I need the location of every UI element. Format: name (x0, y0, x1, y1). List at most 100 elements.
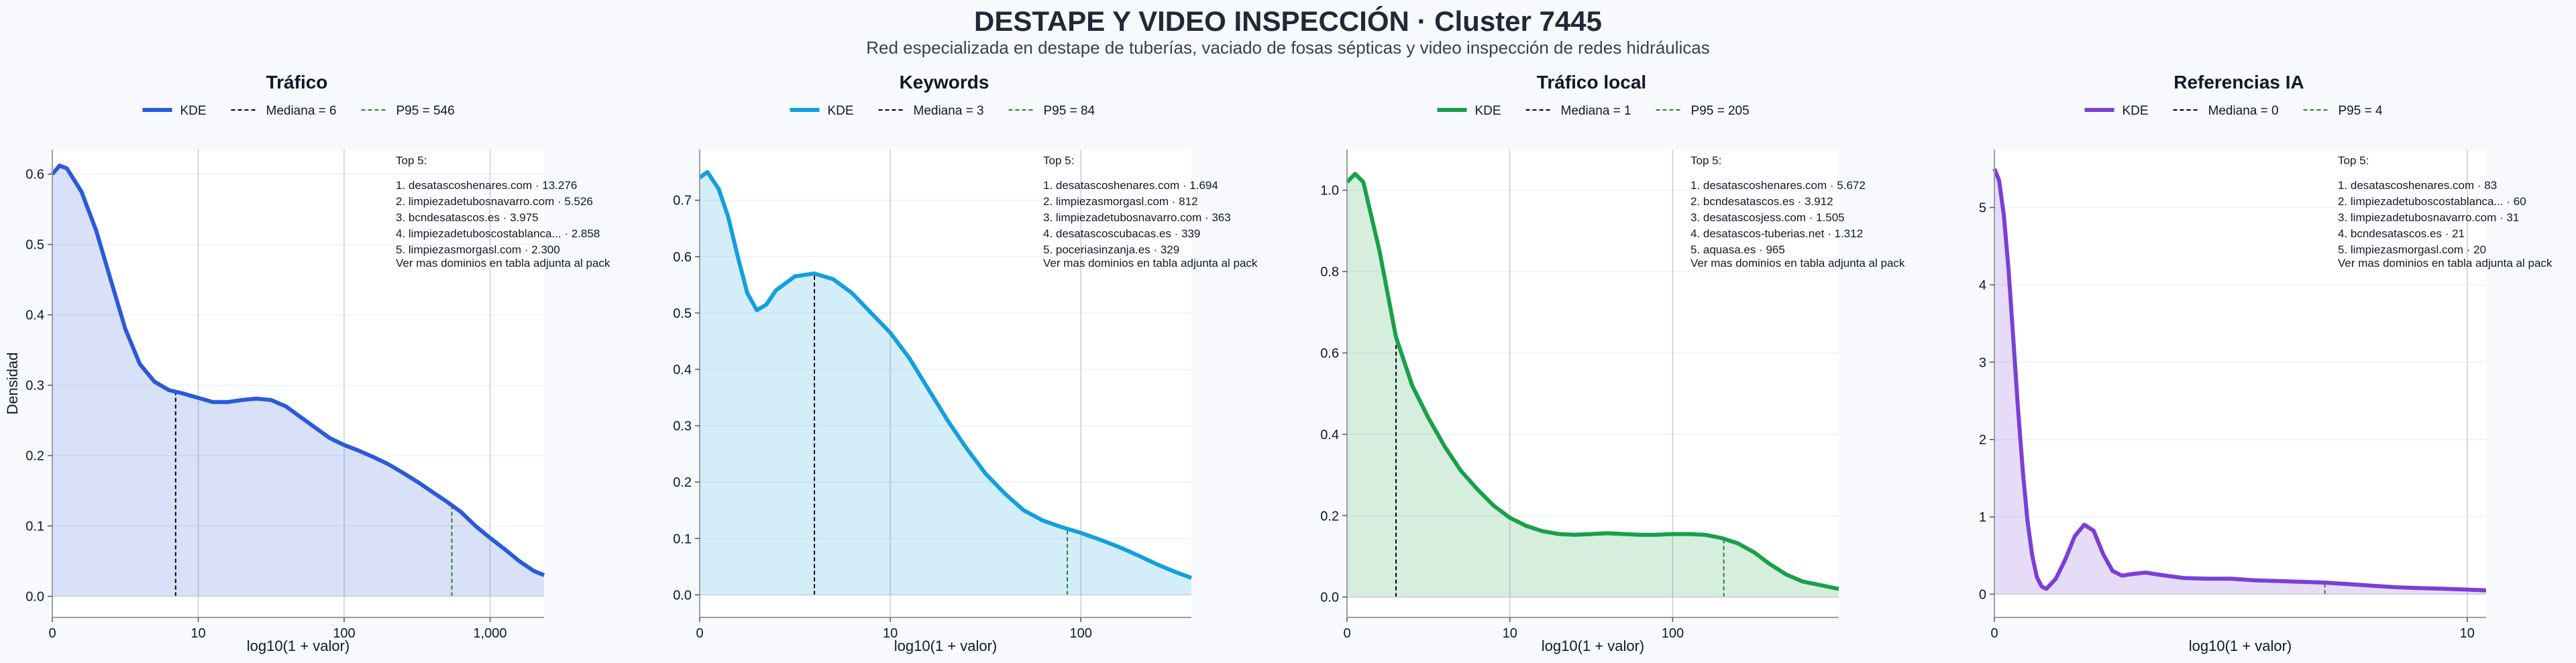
top5-item: 2. limpiezasmorgasl.com · 812 (1043, 195, 1198, 208)
x-tick-label: 100 (1662, 626, 1684, 641)
top5-annotation: Top 5: 1. desatascoshenares.com · 83 2. li… (2338, 154, 2553, 269)
top5-item: 3. limpiezadetubosnavarro.com · 31 (2338, 211, 2519, 224)
x-tick-label: 0 (1343, 626, 1350, 641)
plot-area (1347, 149, 1839, 617)
top5-item: 1. desatascoshenares.com · 1.694 (1043, 179, 1218, 192)
x-tick-label: 100 (333, 626, 355, 641)
top5-item: 4. limpiezadetuboscostablanca... · 2.858 (396, 227, 600, 240)
top5-header: Top 5: (1690, 154, 1721, 167)
legend: KDE Mediana = 3 P95 = 84 (790, 104, 1095, 118)
legend-kde-label: KDE (180, 104, 207, 118)
top5-item: 5. poceriasinzanja.es · 329 (1043, 243, 1179, 256)
y-tick-label: 2 (1979, 433, 1986, 448)
legend-median-label: Mediana = 6 (266, 104, 337, 118)
kde-line (50, 164, 545, 577)
y-tick-label: 0.4 (1320, 428, 1339, 442)
plot-area (700, 149, 1191, 617)
top5-annotation: Top 5: 1. desatascoshenares.com · 13.276 2… (396, 154, 610, 269)
kde-line (1345, 172, 1839, 591)
top5-item: 3. bcndesatascos.es · 3.975 (396, 211, 539, 224)
y-tick-label: 5 (1979, 201, 1986, 216)
kde-area (1347, 174, 1839, 597)
panel-title: Keywords (900, 72, 989, 93)
top5-item: 1. desatascoshenares.com · 5.672 (1690, 179, 1866, 192)
legend: KDE Mediana = 1 P95 = 205 (1437, 104, 1750, 118)
x-tick-label: 10 (883, 626, 898, 641)
y-tick-label: 0.8 (1320, 265, 1339, 280)
y-tick-label: 0.0 (1320, 591, 1339, 605)
panel-keywords: 0 10 100 0.0 0.1 0.2 0.3 0.4 0.5 0.6 0.7 log10(1 + … (673, 72, 1258, 654)
y-tick-label: 0 (1979, 587, 1986, 602)
top5-item: 2. limpiezadetuboscostablanca... · 60 (2338, 195, 2526, 208)
figure-subtitle: Red especializada en destape de tuberías… (866, 38, 1710, 58)
top5-item: 1. desatascoshenares.com · 13.276 (396, 179, 577, 192)
panel-trafico: 0 10 100 1,000 0.0 0.1 0.2 0.3 0.4 0.5 0.6 log10(1 … (4, 72, 610, 654)
y-tick-label: 0.0 (25, 590, 44, 605)
panel-title: Tráfico local (1537, 72, 1646, 93)
x-axis-label: log10(1 + valor) (2189, 638, 2292, 654)
y-tick-label: 0.5 (25, 238, 44, 253)
top5-header: Top 5: (396, 154, 427, 167)
y-tick-label: 0.1 (25, 520, 44, 534)
y-tick-label: 1.0 (1320, 184, 1339, 198)
plot-area (1994, 149, 2486, 617)
y-tick-label: 4 (1979, 278, 1986, 293)
legend-p95-label: P95 = 4 (2339, 104, 2383, 118)
top5-item: 4. desatascoscubacas.es · 339 (1043, 227, 1200, 240)
y-tick-label: 0.6 (1320, 346, 1339, 361)
panel-trafico-local: 0 10 100 0.0 0.2 0.4 0.6 0.8 1.0 log10(1 + valor)… (1320, 72, 1905, 654)
figure-title: DESTAPE Y VIDEO INSPECCIÓN · Cluster 744… (974, 5, 1602, 37)
y-tick-label: 3 (1979, 355, 1986, 370)
legend-median-label: Mediana = 3 (914, 104, 984, 118)
x-tick-label: 0 (48, 626, 56, 641)
legend-p95-label: P95 = 205 (1691, 104, 1750, 118)
y-tick-label: 0.2 (25, 449, 44, 464)
x-axis-label: log10(1 + valor) (894, 638, 997, 654)
x-axis-label: log10(1 + valor) (1542, 638, 1644, 654)
y-tick-label: 0.1 (673, 532, 692, 546)
legend-median-label: Mediana = 0 (2208, 104, 2279, 118)
top5-footer: Ver mas dominios en tabla adjunta al pac… (2338, 257, 2553, 269)
top5-item: 4. desatascos-tuberias.net · 1.312 (1690, 227, 1863, 240)
top5-item: 2. limpiezadetubosnavarro.com · 5.526 (396, 195, 593, 208)
legend-p95-label: P95 = 84 (1044, 104, 1095, 118)
x-tick-label: 100 (1070, 626, 1092, 641)
top5-header: Top 5: (2338, 154, 2369, 167)
legend: KDE Mediana = 6 P95 = 546 (142, 104, 455, 118)
y-tick-label: 0.0 (673, 588, 692, 603)
legend: KDE Mediana = 0 P95 = 4 (2084, 104, 2383, 118)
top5-footer: Ver mas dominios en tabla adjunta al pac… (1690, 257, 1905, 269)
y-tick-label: 0.4 (673, 363, 692, 377)
kde-line (698, 170, 1193, 580)
y-tick-label: 0.4 (25, 308, 44, 323)
kde-line (1992, 168, 2487, 593)
x-tick-label: 10 (2460, 626, 2475, 641)
top5-item: 3. desatascosjess.com · 1.505 (1690, 211, 1845, 224)
y-tick-label: 0.2 (673, 475, 692, 490)
legend-kde-label: KDE (828, 104, 854, 118)
top5-annotation: Top 5: 1. desatascoshenares.com · 1.694 2.… (1043, 154, 1258, 269)
top5-footer: Ver mas dominios en tabla adjunta al pac… (396, 257, 610, 269)
top5-footer: Ver mas dominios en tabla adjunta al pac… (1043, 257, 1258, 269)
panel-title: Tráfico (266, 72, 328, 93)
top5-item: 5. limpiezasmorgasl.com · 20 (2338, 243, 2486, 256)
plot-area (52, 149, 544, 617)
y-tick-label: 0.7 (673, 194, 692, 208)
legend-p95-label: P95 = 546 (396, 104, 455, 118)
panel-referencias: 0 10 0 1 2 3 4 5 log10(1 + valor) Referencias IA K… (1979, 72, 2553, 654)
legend-kde-label: KDE (1475, 104, 1501, 118)
x-tick-label: 10 (1503, 626, 1517, 641)
x-tick-label: 10 (191, 626, 205, 641)
y-tick-label: 0.2 (1320, 509, 1339, 524)
legend-median-label: Mediana = 1 (1561, 104, 1631, 118)
legend-kde-label: KDE (2123, 104, 2149, 118)
x-axis-label: log10(1 + valor) (247, 638, 350, 654)
y-axis-label: Densidad (4, 353, 21, 415)
top5-annotation: Top 5: 1. desatascoshenares.com · 5.672 2.… (1690, 154, 1905, 269)
top5-item: 2. bcndesatascos.es · 3.912 (1690, 195, 1833, 208)
top5-header: Top 5: (1043, 154, 1074, 167)
y-tick-label: 1 (1979, 510, 1986, 525)
y-tick-label: 0.3 (673, 419, 692, 434)
